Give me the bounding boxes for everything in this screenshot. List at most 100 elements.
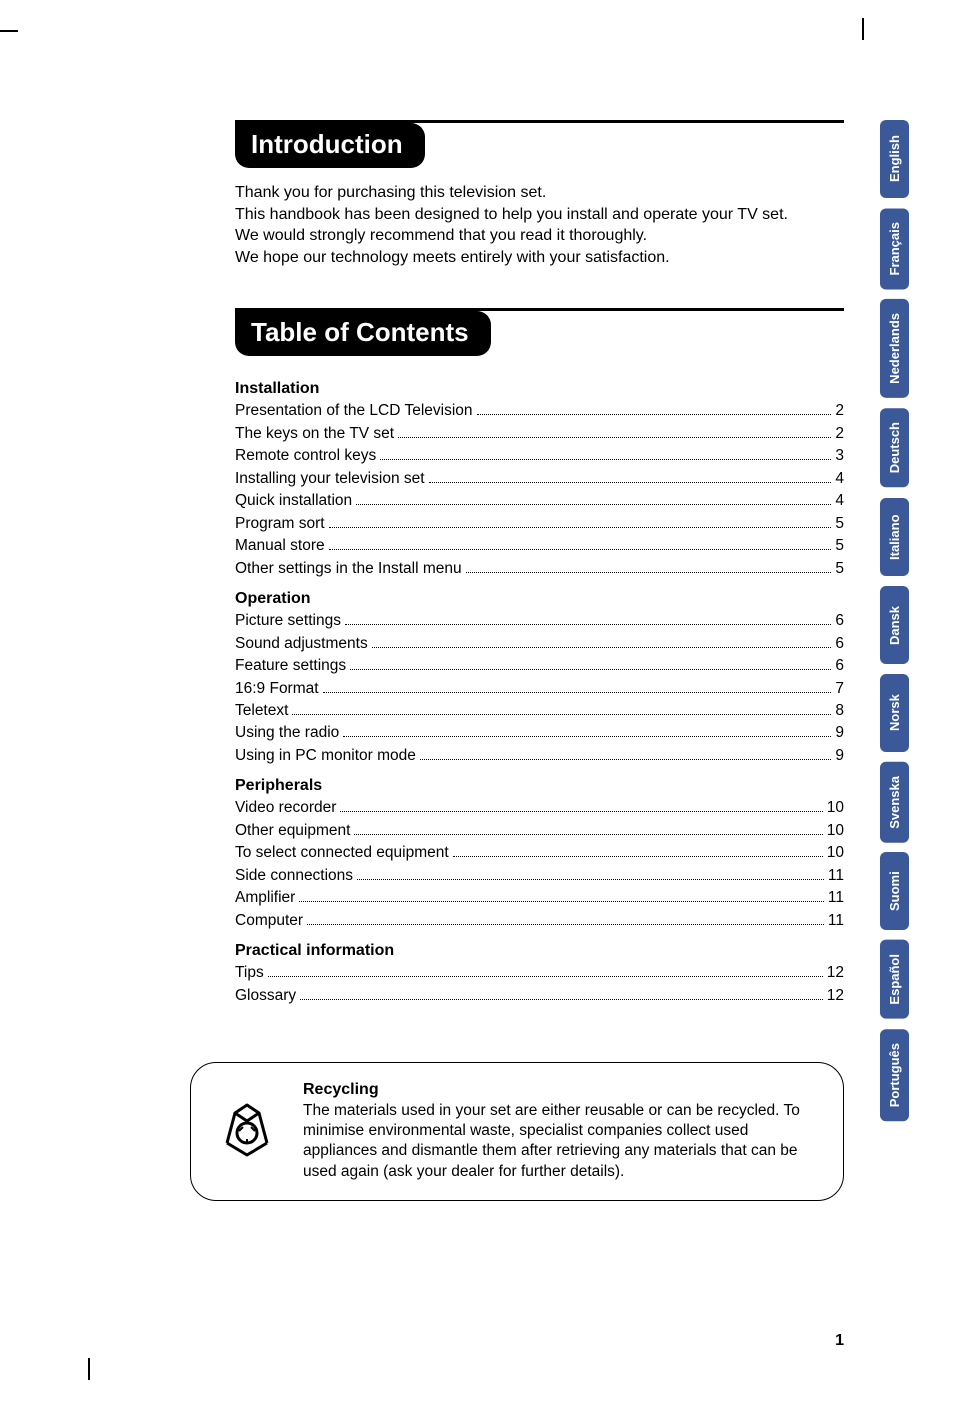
toc-leader-dots xyxy=(420,749,831,760)
toc-row: Presentation of the LCD Television 2 xyxy=(235,400,844,422)
toc-label: Installing your television set xyxy=(235,468,425,490)
toc-label: Manual store xyxy=(235,535,325,557)
intro-paragraph: Thank you for purchasing this television… xyxy=(235,182,844,268)
toc-group-heading: Operation xyxy=(235,590,844,608)
heading-toc: Table of Contents xyxy=(235,311,491,356)
toc-label: Side connections xyxy=(235,865,353,887)
toc-row: Program sort 5 xyxy=(235,513,844,535)
toc-label: Program sort xyxy=(235,513,325,535)
toc-page: 5 xyxy=(835,513,844,535)
toc-group-heading: Installation xyxy=(235,380,844,398)
toc-leader-dots xyxy=(354,824,822,835)
toc-leader-dots xyxy=(329,517,832,528)
toc-leader-dots xyxy=(372,637,832,648)
toc-row: Using in PC monitor mode 9 xyxy=(235,745,844,767)
toc-page: 6 xyxy=(835,655,844,677)
toc-leader-dots xyxy=(398,427,831,438)
toc-leader-dots xyxy=(340,802,822,813)
toc-page: 9 xyxy=(835,722,844,744)
toc-leader-dots xyxy=(307,914,824,925)
toc-label: Glossary xyxy=(235,985,296,1007)
intro-line: We would strongly recommend that you rea… xyxy=(235,225,844,247)
toc-group-heading: Peripherals xyxy=(235,777,844,795)
toc-label: Teletext xyxy=(235,700,288,722)
toc-leader-dots xyxy=(345,614,831,625)
toc-leader-dots xyxy=(299,891,824,902)
toc-page: 6 xyxy=(835,610,844,632)
toc-leader-dots xyxy=(323,682,832,693)
toc-leader-dots xyxy=(357,869,824,880)
toc-label: Remote control keys xyxy=(235,445,376,467)
recycling-title: Recycling xyxy=(303,1081,819,1099)
toc-page: 12 xyxy=(827,985,844,1007)
toc-leader-dots xyxy=(429,472,832,483)
toc-leader-dots xyxy=(453,847,823,858)
toc-page: 4 xyxy=(835,490,844,512)
toc-page: 11 xyxy=(828,887,844,909)
toc-row: Computer 11 xyxy=(235,910,844,932)
toc-label: 16:9 Format xyxy=(235,678,319,700)
toc-leader-dots xyxy=(350,659,831,670)
toc-leader-dots xyxy=(292,704,831,715)
toc-page: 4 xyxy=(835,468,844,490)
toc-label: Feature settings xyxy=(235,655,346,677)
heading-introduction: Introduction xyxy=(235,123,425,168)
recycling-body: The materials used in your set are eithe… xyxy=(303,1101,819,1182)
toc-row: Picture settings 6 xyxy=(235,610,844,632)
toc-label: Quick installation xyxy=(235,490,352,512)
toc-label: Tips xyxy=(235,962,264,984)
recycle-icon xyxy=(215,1099,279,1163)
toc-row: Other settings in the Install menu 5 xyxy=(235,558,844,580)
toc-page: 10 xyxy=(827,797,844,819)
toc-row: Other equipment 10 xyxy=(235,820,844,842)
toc-leader-dots xyxy=(466,562,832,573)
page-content: Introduction Thank you for purchasing th… xyxy=(0,0,954,1405)
toc-row: 16:9 Format 7 xyxy=(235,678,844,700)
toc-row: Quick installation 4 xyxy=(235,490,844,512)
toc-label: Video recorder xyxy=(235,797,336,819)
toc-row: Tips 12 xyxy=(235,962,844,984)
toc-label: Other equipment xyxy=(235,820,350,842)
toc-row: To select connected equipment 10 xyxy=(235,842,844,864)
toc-page: 2 xyxy=(835,400,844,422)
toc-leader-dots xyxy=(477,405,832,416)
toc-row: The keys on the TV set 2 xyxy=(235,423,844,445)
toc-leader-dots xyxy=(268,966,823,977)
toc-label: To select connected equipment xyxy=(235,842,449,864)
toc-row: Manual store 5 xyxy=(235,535,844,557)
toc-page: 11 xyxy=(828,865,844,887)
toc-page: 5 xyxy=(835,535,844,557)
toc-label: Sound adjustments xyxy=(235,633,368,655)
page-number: 1 xyxy=(835,1332,844,1350)
toc-row: Installing your television set 4 xyxy=(235,468,844,490)
toc-page: 3 xyxy=(835,445,844,467)
toc-label: Computer xyxy=(235,910,303,932)
toc-label: Picture settings xyxy=(235,610,341,632)
intro-line: We hope our technology meets entirely wi… xyxy=(235,247,844,269)
toc-label: Amplifier xyxy=(235,887,295,909)
recycling-text: Recycling The materials used in your set… xyxy=(303,1081,819,1182)
toc-label: The keys on the TV set xyxy=(235,423,394,445)
toc-label: Other settings in the Install menu xyxy=(235,558,462,580)
toc-row: Feature settings 6 xyxy=(235,655,844,677)
toc-row: Glossary 12 xyxy=(235,985,844,1007)
toc-row: Remote control keys 3 xyxy=(235,445,844,467)
toc-row: Amplifier 11 xyxy=(235,887,844,909)
toc-page: 8 xyxy=(835,700,844,722)
toc-leader-dots xyxy=(356,494,831,505)
toc-page: 10 xyxy=(827,842,844,864)
toc-page: 10 xyxy=(827,820,844,842)
toc-row: Video recorder 10 xyxy=(235,797,844,819)
toc-page: 9 xyxy=(835,745,844,767)
toc-page: 6 xyxy=(835,633,844,655)
intro-line: This handbook has been designed to help … xyxy=(235,204,844,226)
toc-page: 2 xyxy=(835,423,844,445)
toc-label: Using the radio xyxy=(235,722,339,744)
toc-leader-dots xyxy=(329,539,832,550)
toc-row: Using the radio 9 xyxy=(235,722,844,744)
toc: Installation Presentation of the LCD Tele… xyxy=(235,380,844,1007)
toc-page: 12 xyxy=(827,962,844,984)
toc-group-heading: Practical information xyxy=(235,942,844,960)
toc-row: Side connections 11 xyxy=(235,865,844,887)
recycling-box: Recycling The materials used in your set… xyxy=(190,1062,844,1201)
